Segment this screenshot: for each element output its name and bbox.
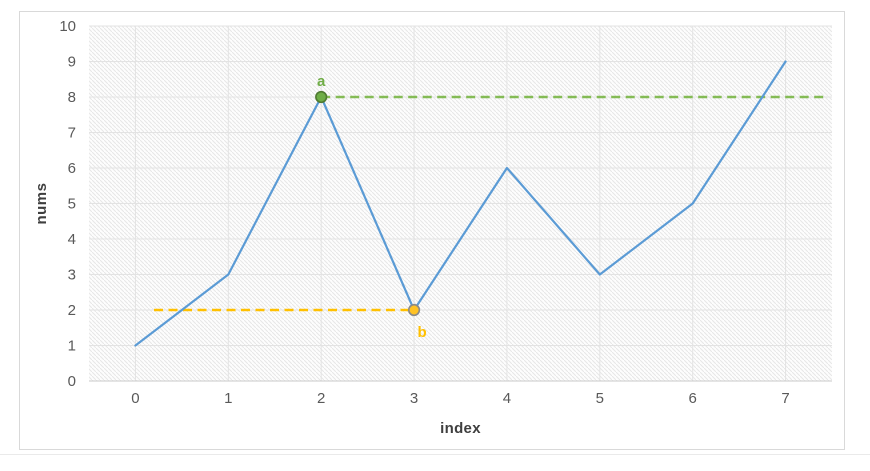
y-tick-label: 2: [68, 302, 76, 319]
annotation-label-a: a: [317, 73, 326, 90]
series-line-nums: [134, 60, 787, 347]
marker-a: [315, 90, 328, 104]
y-tick-label: 6: [68, 160, 76, 177]
annotation-label-b: b: [417, 324, 426, 341]
x-tick-label: 6: [689, 390, 697, 407]
y-tick-label: 5: [68, 196, 76, 213]
y-tick-label: 7: [68, 125, 76, 142]
x-axis-title: index: [440, 420, 481, 437]
line-chart: a b 0 1 2 3 4 5 6 7 0 1 2 3 4 5 6 7 8 9 10 index nums: [33, 18, 832, 437]
y-tick-label: 1: [68, 338, 76, 355]
y-tick-label: 4: [68, 231, 76, 248]
chart-frame[interactable]: a b 0 1 2 3 4 5 6 7 0 1 2 3 4 5 6 7 8 9 10 index nums: [19, 11, 845, 450]
x-tick-label: 1: [224, 390, 232, 407]
y-tick-label: 0: [68, 373, 76, 390]
x-tick-label: 5: [596, 390, 604, 407]
x-tick-label: 7: [781, 390, 789, 407]
x-tick-label: 4: [503, 390, 511, 407]
x-tick-label: 2: [317, 390, 325, 407]
y-axis-title: nums: [33, 182, 50, 224]
marker-b: [407, 303, 421, 317]
y-tick-label: 9: [68, 54, 76, 71]
worksheet-gridline: [0, 454, 870, 455]
x-tick-label: 0: [131, 390, 139, 407]
y-tick-label: 8: [68, 89, 76, 106]
y-tick-label: 10: [59, 18, 76, 35]
x-tick-label: 3: [410, 390, 418, 407]
y-tick-label: 3: [68, 267, 76, 284]
